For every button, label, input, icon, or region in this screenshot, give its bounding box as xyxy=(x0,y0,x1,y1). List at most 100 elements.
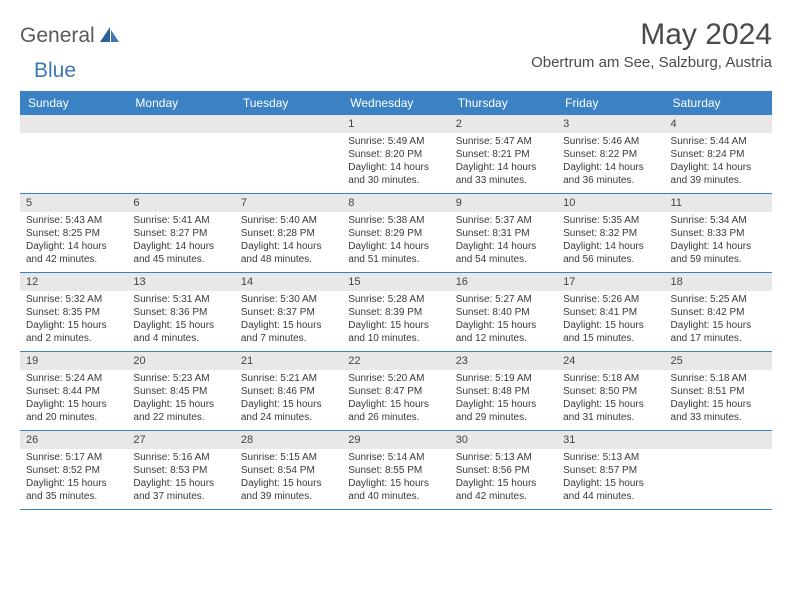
day-number: 19 xyxy=(20,352,127,370)
day-content: Sunrise: 5:31 AMSunset: 8:36 PMDaylight:… xyxy=(127,291,234,349)
sunrise-text: Sunrise: 5:44 AM xyxy=(671,135,768,148)
week-row: 26Sunrise: 5:17 AMSunset: 8:52 PMDayligh… xyxy=(20,431,772,510)
day-content xyxy=(127,133,234,139)
day-content: Sunrise: 5:27 AMSunset: 8:40 PMDaylight:… xyxy=(450,291,557,349)
day-number: 16 xyxy=(450,273,557,291)
sunset-text: Sunset: 8:56 PM xyxy=(456,464,553,477)
sunrise-text: Sunrise: 5:19 AM xyxy=(456,372,553,385)
page-subtitle: Obertrum am See, Salzburg, Austria xyxy=(531,54,772,71)
sunset-text: Sunset: 8:36 PM xyxy=(133,306,230,319)
daylight-text: Daylight: 15 hours and 31 minutes. xyxy=(563,398,660,424)
day-cell: 10Sunrise: 5:35 AMSunset: 8:32 PMDayligh… xyxy=(557,194,664,272)
day-cell: 26Sunrise: 5:17 AMSunset: 8:52 PMDayligh… xyxy=(20,431,127,509)
sunrise-text: Sunrise: 5:23 AM xyxy=(133,372,230,385)
sunset-text: Sunset: 8:27 PM xyxy=(133,227,230,240)
day-content: Sunrise: 5:15 AMSunset: 8:54 PMDaylight:… xyxy=(235,449,342,507)
daylight-text: Daylight: 15 hours and 24 minutes. xyxy=(241,398,338,424)
calendar: SundayMondayTuesdayWednesdayThursdayFrid… xyxy=(20,91,772,510)
sunrise-text: Sunrise: 5:21 AM xyxy=(241,372,338,385)
day-content: Sunrise: 5:32 AMSunset: 8:35 PMDaylight:… xyxy=(20,291,127,349)
day-cell: 3Sunrise: 5:46 AMSunset: 8:22 PMDaylight… xyxy=(557,115,664,193)
sunset-text: Sunset: 8:25 PM xyxy=(26,227,123,240)
day-number: 17 xyxy=(557,273,664,291)
sunrise-text: Sunrise: 5:32 AM xyxy=(26,293,123,306)
day-cell: 5Sunrise: 5:43 AMSunset: 8:25 PMDaylight… xyxy=(20,194,127,272)
day-number: 22 xyxy=(342,352,449,370)
day-content: Sunrise: 5:49 AMSunset: 8:20 PMDaylight:… xyxy=(342,133,449,191)
sunset-text: Sunset: 8:57 PM xyxy=(563,464,660,477)
day-number: 10 xyxy=(557,194,664,212)
logo: General xyxy=(20,24,123,48)
weekday-header: Saturday xyxy=(665,91,772,115)
day-content: Sunrise: 5:25 AMSunset: 8:42 PMDaylight:… xyxy=(665,291,772,349)
day-cell xyxy=(665,431,772,509)
daylight-text: Daylight: 14 hours and 51 minutes. xyxy=(348,240,445,266)
sunrise-text: Sunrise: 5:34 AM xyxy=(671,214,768,227)
day-number: 13 xyxy=(127,273,234,291)
day-content: Sunrise: 5:13 AMSunset: 8:56 PMDaylight:… xyxy=(450,449,557,507)
day-number: 31 xyxy=(557,431,664,449)
sunrise-text: Sunrise: 5:38 AM xyxy=(348,214,445,227)
day-content: Sunrise: 5:24 AMSunset: 8:44 PMDaylight:… xyxy=(20,370,127,428)
day-cell: 19Sunrise: 5:24 AMSunset: 8:44 PMDayligh… xyxy=(20,352,127,430)
daylight-text: Daylight: 14 hours and 54 minutes. xyxy=(456,240,553,266)
day-cell: 4Sunrise: 5:44 AMSunset: 8:24 PMDaylight… xyxy=(665,115,772,193)
sunset-text: Sunset: 8:55 PM xyxy=(348,464,445,477)
day-content: Sunrise: 5:26 AMSunset: 8:41 PMDaylight:… xyxy=(557,291,664,349)
daylight-text: Daylight: 15 hours and 12 minutes. xyxy=(456,319,553,345)
day-cell: 13Sunrise: 5:31 AMSunset: 8:36 PMDayligh… xyxy=(127,273,234,351)
day-cell: 27Sunrise: 5:16 AMSunset: 8:53 PMDayligh… xyxy=(127,431,234,509)
sunrise-text: Sunrise: 5:16 AM xyxy=(133,451,230,464)
day-cell: 20Sunrise: 5:23 AMSunset: 8:45 PMDayligh… xyxy=(127,352,234,430)
day-number: 6 xyxy=(127,194,234,212)
daylight-text: Daylight: 14 hours and 42 minutes. xyxy=(26,240,123,266)
sunset-text: Sunset: 8:42 PM xyxy=(671,306,768,319)
sunset-text: Sunset: 8:52 PM xyxy=(26,464,123,477)
sunset-text: Sunset: 8:41 PM xyxy=(563,306,660,319)
sunrise-text: Sunrise: 5:41 AM xyxy=(133,214,230,227)
daylight-text: Daylight: 15 hours and 4 minutes. xyxy=(133,319,230,345)
sunrise-text: Sunrise: 5:40 AM xyxy=(241,214,338,227)
day-cell: 29Sunrise: 5:14 AMSunset: 8:55 PMDayligh… xyxy=(342,431,449,509)
day-cell: 2Sunrise: 5:47 AMSunset: 8:21 PMDaylight… xyxy=(450,115,557,193)
sunrise-text: Sunrise: 5:24 AM xyxy=(26,372,123,385)
day-cell: 31Sunrise: 5:13 AMSunset: 8:57 PMDayligh… xyxy=(557,431,664,509)
week-row: 5Sunrise: 5:43 AMSunset: 8:25 PMDaylight… xyxy=(20,194,772,273)
daylight-text: Daylight: 15 hours and 22 minutes. xyxy=(133,398,230,424)
weekday-header: Friday xyxy=(557,91,664,115)
day-content: Sunrise: 5:37 AMSunset: 8:31 PMDaylight:… xyxy=(450,212,557,270)
daylight-text: Daylight: 15 hours and 39 minutes. xyxy=(241,477,338,503)
day-number: 14 xyxy=(235,273,342,291)
sunrise-text: Sunrise: 5:30 AM xyxy=(241,293,338,306)
sunrise-text: Sunrise: 5:13 AM xyxy=(456,451,553,464)
day-cell: 25Sunrise: 5:18 AMSunset: 8:51 PMDayligh… xyxy=(665,352,772,430)
sunset-text: Sunset: 8:39 PM xyxy=(348,306,445,319)
day-number xyxy=(235,115,342,133)
sunrise-text: Sunrise: 5:47 AM xyxy=(456,135,553,148)
sunset-text: Sunset: 8:37 PM xyxy=(241,306,338,319)
week-row: 1Sunrise: 5:49 AMSunset: 8:20 PMDaylight… xyxy=(20,115,772,194)
sunset-text: Sunset: 8:20 PM xyxy=(348,148,445,161)
day-number: 8 xyxy=(342,194,449,212)
sunset-text: Sunset: 8:47 PM xyxy=(348,385,445,398)
day-content: Sunrise: 5:44 AMSunset: 8:24 PMDaylight:… xyxy=(665,133,772,191)
daylight-text: Daylight: 15 hours and 10 minutes. xyxy=(348,319,445,345)
day-number: 15 xyxy=(342,273,449,291)
day-number: 25 xyxy=(665,352,772,370)
day-number: 30 xyxy=(450,431,557,449)
day-number: 24 xyxy=(557,352,664,370)
sunset-text: Sunset: 8:35 PM xyxy=(26,306,123,319)
logo-text-general: General xyxy=(20,24,95,48)
daylight-text: Daylight: 14 hours and 48 minutes. xyxy=(241,240,338,266)
day-cell xyxy=(235,115,342,193)
week-row: 12Sunrise: 5:32 AMSunset: 8:35 PMDayligh… xyxy=(20,273,772,352)
day-cell xyxy=(20,115,127,193)
day-content: Sunrise: 5:46 AMSunset: 8:22 PMDaylight:… xyxy=(557,133,664,191)
weekday-header: Thursday xyxy=(450,91,557,115)
sunset-text: Sunset: 8:54 PM xyxy=(241,464,338,477)
daylight-text: Daylight: 15 hours and 33 minutes. xyxy=(671,398,768,424)
sunset-text: Sunset: 8:24 PM xyxy=(671,148,768,161)
daylight-text: Daylight: 15 hours and 2 minutes. xyxy=(26,319,123,345)
sunrise-text: Sunrise: 5:49 AM xyxy=(348,135,445,148)
daylight-text: Daylight: 14 hours and 45 minutes. xyxy=(133,240,230,266)
